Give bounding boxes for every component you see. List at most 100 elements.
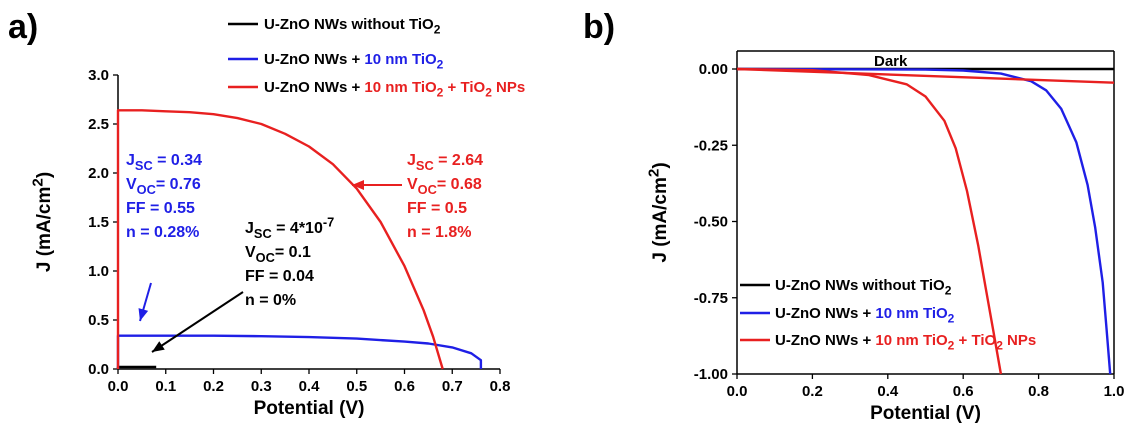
text-span: 2 (485, 86, 492, 100)
text-span: NPs (1003, 332, 1036, 349)
x-tick-label: 0.2 (203, 378, 224, 395)
y-tick-label: 1.0 (88, 263, 109, 280)
text-span: V (407, 176, 418, 193)
annotation-arrow-black-head (152, 341, 165, 352)
annotation-arrow-blue-head (138, 308, 149, 321)
annotation-text: FF = 0.5 (407, 200, 467, 217)
y-axis-title: J (mA/cm2) (645, 162, 671, 262)
text-span: = 2.64 (434, 152, 483, 169)
text-span: U-ZnO NWs + (775, 332, 875, 349)
annotation-text: VOC= 0.76 (126, 176, 201, 197)
series-line-u-zno-nws-10-nm-tio2-tio2-nps (736, 67, 1003, 375)
text-span: Potential (V) (870, 403, 981, 424)
y-tick-label: 2.0 (88, 165, 109, 182)
x-tick-label: 1.0 (1104, 383, 1125, 400)
y-tick-label: -0.50 (694, 214, 728, 231)
text-span: U-ZnO NWs without TiO (775, 277, 945, 294)
text-span: 2 (29, 178, 46, 186)
panel-label: a) (8, 8, 38, 46)
annotation-text: n = 0.28% (126, 224, 199, 241)
text-span: 10 nm TiO (364, 51, 437, 68)
y-tick-label: 2.5 (88, 116, 109, 133)
x-axis-title: Potential (V) (254, 398, 365, 419)
text-span: 10 nm TiO (364, 79, 437, 96)
text-span: = 0.1 (275, 244, 311, 261)
legend-label: U-ZnO NWs + 10 nm TiO2 (775, 305, 955, 326)
x-axis-title: Potential (V) (870, 403, 981, 424)
text-span: U-ZnO NWs + (264, 51, 364, 68)
text-span: 2 (945, 284, 952, 298)
x-tick-label: 0.6 (953, 383, 974, 400)
text-span: n = 0.28% (126, 224, 199, 241)
text-span: SC (254, 226, 272, 241)
x-tick-label: 0.4 (299, 378, 321, 395)
text-span: 2 (996, 339, 1003, 353)
text-span: U-ZnO NWs + (264, 79, 364, 96)
text-span: Potential (V) (254, 398, 365, 419)
text-span: = 4*10 (272, 220, 323, 237)
legend-label: U-ZnO NWs without TiO2 (264, 16, 441, 37)
annotation-text: FF = 0.04 (245, 268, 314, 285)
text-span: 2 (948, 339, 955, 353)
series-line-u-zno-nws-10-nm-tio2-tio2-nps (116, 109, 444, 370)
y-tick-label: -0.25 (694, 137, 728, 154)
x-tick-label: 0.1 (155, 378, 176, 395)
y-tick-label: 0.0 (88, 361, 109, 378)
x-tick-label: 0.0 (108, 378, 129, 395)
x-tick-label: 0.6 (394, 378, 415, 395)
text-span: FF = 0.04 (245, 268, 314, 285)
text-span: OC (418, 182, 437, 197)
series-line-u-zno-nws-10-nm-tio2 (116, 334, 483, 369)
text-span: ) (650, 162, 671, 168)
text-span: ) (34, 172, 55, 178)
text-span: J (126, 152, 135, 169)
text-span: + TiO (443, 79, 485, 96)
x-tick-label: 0.7 (442, 378, 463, 395)
y-tick-label: 3.0 (88, 67, 109, 84)
x-tick-label: 0.4 (877, 383, 899, 400)
annotation-text: JSC = 4*10-7 (245, 215, 334, 241)
text-span: J (mA/cm (650, 177, 671, 263)
text-span: 2 (434, 23, 441, 37)
legend-label: U-ZnO NWs + 10 nm TiO2 (264, 51, 444, 72)
annotation-text: VOC= 0.68 (407, 176, 482, 197)
y-tick-label: 1.5 (88, 214, 109, 231)
x-tick-label: 0.8 (490, 378, 511, 395)
text-span: + TiO (954, 332, 996, 349)
text-span: 2 (948, 312, 955, 326)
annotation-text: VOC= 0.1 (245, 244, 311, 265)
x-tick-label: 0.3 (251, 378, 272, 395)
panel-label: b) (583, 8, 615, 46)
y-axis-title: J (mA/cm2) (29, 172, 55, 272)
y-tick-label: 0.5 (88, 312, 109, 329)
text-span: 2 (437, 58, 444, 72)
annotation-arrow-black (151, 291, 244, 353)
annotation-text: FF = 0.55 (126, 200, 195, 217)
text-span: n = 0% (245, 292, 296, 309)
text-span: J (407, 152, 416, 169)
text-span: n = 1.8% (407, 224, 471, 241)
text-span: J (mA/cm (34, 187, 55, 273)
x-tick-label: 0.8 (1028, 383, 1049, 400)
x-tick-label: 0.0 (727, 383, 748, 400)
text-span: FF = 0.55 (126, 200, 195, 217)
text-span: J (245, 220, 254, 237)
text-span: U-ZnO NWs without TiO (264, 16, 434, 33)
text-span: 2 (437, 86, 444, 100)
text-span: FF = 0.5 (407, 200, 467, 217)
text-span: = 0.76 (156, 176, 201, 193)
text-span: = 0.68 (437, 176, 482, 193)
text-span: -7 (323, 215, 334, 230)
annotation-text: JSC = 0.34 (126, 152, 202, 173)
y-tick-label: -1.00 (694, 366, 728, 383)
text-span: NPs (492, 79, 525, 96)
text-span: SC (416, 158, 434, 173)
annotation-arrow-red-head (352, 180, 364, 190)
x-tick-label: 0.2 (802, 383, 823, 400)
x-tick-label: 0.5 (346, 378, 367, 395)
annotation-text: JSC = 2.64 (407, 152, 483, 173)
series-line-u-zno-nws-10-nm-tio2 (736, 67, 1112, 375)
y-tick-label: -0.75 (694, 290, 728, 307)
